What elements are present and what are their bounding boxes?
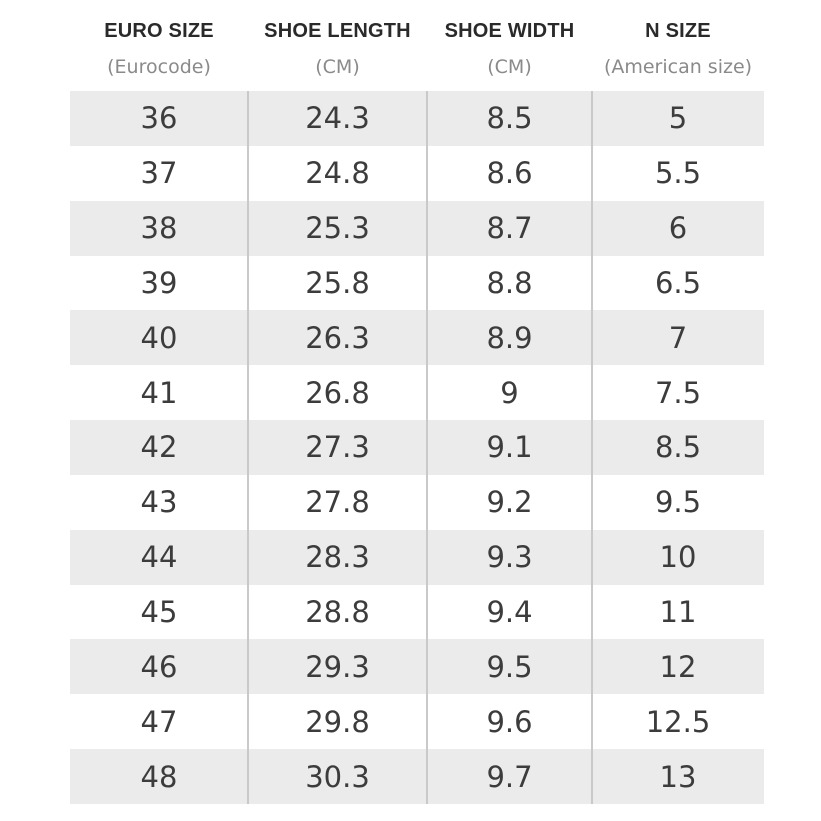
cell-n-size: 7.5 bbox=[654, 375, 702, 410]
cell-shoe-length: 28.8 bbox=[305, 595, 370, 630]
cell-shoe-length: 26.3 bbox=[305, 320, 370, 355]
cell-shoe-length: 29.8 bbox=[305, 704, 370, 739]
cell-n-size: 12.5 bbox=[645, 704, 711, 739]
cell-shoe-width: 9.6 bbox=[486, 704, 533, 739]
cell-shoe-width: 9.3 bbox=[486, 540, 533, 575]
header-euro-size: EURO SIZE (Eurocode) bbox=[70, 12, 248, 90]
column-divider bbox=[426, 91, 428, 804]
table-row: 37 24.8 8.6 5.5 bbox=[70, 146, 764, 201]
cell-n-size: 6.5 bbox=[654, 265, 702, 300]
table-row: 44 28.3 9.3 10 bbox=[70, 529, 764, 585]
cell-n-size: 11 bbox=[659, 595, 697, 630]
cell-shoe-length: 25.3 bbox=[305, 211, 370, 246]
cell-shoe-length: 26.8 bbox=[305, 375, 370, 410]
cell-shoe-width: 9.1 bbox=[486, 430, 533, 465]
cell-euro-size: 45 bbox=[140, 595, 178, 630]
header-title: EURO SIZE bbox=[104, 20, 214, 42]
header-title: N SIZE bbox=[645, 20, 711, 42]
cell-shoe-length: 28.3 bbox=[305, 540, 370, 575]
header-subtitle: (Eurocode) bbox=[107, 56, 211, 78]
cell-euro-size: 36 bbox=[140, 101, 178, 136]
cell-euro-size: 44 bbox=[140, 540, 178, 575]
cell-n-size: 9.5 bbox=[654, 485, 702, 520]
cell-n-size: 12 bbox=[659, 649, 697, 684]
cell-shoe-length: 24.3 bbox=[305, 101, 370, 136]
cell-shoe-width: 8.9 bbox=[486, 320, 533, 355]
cell-n-size: 6 bbox=[668, 211, 688, 246]
cell-euro-size: 43 bbox=[140, 485, 178, 520]
table-row: 48 30.3 9.7 13 bbox=[70, 749, 764, 804]
table-row: 43 27.8 9.2 9.5 bbox=[70, 475, 764, 530]
table-row: 39 25.8 8.8 6.5 bbox=[70, 256, 764, 311]
header-subtitle: (CM) bbox=[315, 56, 360, 78]
column-divider bbox=[591, 91, 593, 804]
cell-shoe-length: 27.8 bbox=[305, 485, 370, 520]
table-row: 40 26.3 8.9 7 bbox=[70, 310, 764, 366]
column-divider bbox=[247, 91, 249, 804]
table-row: 46 29.3 9.5 12 bbox=[70, 639, 764, 695]
cell-shoe-width: 8.7 bbox=[486, 211, 533, 246]
header-subtitle: (American size) bbox=[603, 56, 753, 78]
cell-shoe-length: 30.3 bbox=[305, 759, 370, 794]
cell-euro-size: 40 bbox=[140, 320, 178, 355]
cell-euro-size: 46 bbox=[140, 649, 178, 684]
header-shoe-width: SHOE WIDTH (CM) bbox=[427, 12, 592, 90]
cell-euro-size: 38 bbox=[140, 211, 178, 246]
header-subtitle: (CM) bbox=[487, 56, 532, 78]
cell-shoe-width: 8.8 bbox=[486, 265, 533, 300]
cell-n-size: 5 bbox=[668, 101, 688, 136]
cell-shoe-length: 29.3 bbox=[305, 649, 370, 684]
cell-n-size: 5.5 bbox=[654, 156, 702, 191]
table-row: 38 25.3 8.7 6 bbox=[70, 200, 764, 256]
table-row: 45 28.8 9.4 11 bbox=[70, 585, 764, 640]
cell-euro-size: 41 bbox=[140, 375, 178, 410]
header-n-size: N SIZE (American size) bbox=[592, 12, 764, 90]
table-row: 36 24.3 8.5 5 bbox=[70, 91, 764, 146]
cell-euro-size: 37 bbox=[140, 156, 178, 191]
table-row: 47 29.8 9.6 12.5 bbox=[70, 694, 764, 749]
cell-shoe-width: 8.5 bbox=[486, 101, 533, 136]
cell-euro-size: 48 bbox=[140, 759, 178, 794]
cell-n-size: 13 bbox=[659, 759, 697, 794]
cell-n-size: 10 bbox=[659, 540, 697, 575]
header-title: SHOE LENGTH bbox=[264, 20, 411, 42]
cell-euro-size: 47 bbox=[140, 704, 178, 739]
cell-euro-size: 39 bbox=[140, 265, 178, 300]
cell-shoe-length: 25.8 bbox=[305, 265, 370, 300]
cell-shoe-length: 27.3 bbox=[305, 430, 370, 465]
cell-euro-size: 42 bbox=[140, 430, 178, 465]
cell-shoe-width: 8.6 bbox=[486, 156, 533, 191]
size-chart-table: 36 24.3 8.5 5 37 24.8 8.6 5.5 38 25.3 8.7 6 39 25.8 8.… bbox=[70, 91, 764, 804]
cell-shoe-width: 9.5 bbox=[486, 649, 533, 684]
cell-shoe-width: 9.7 bbox=[486, 759, 533, 794]
cell-shoe-length: 24.8 bbox=[305, 156, 370, 191]
header-shoe-length: SHOE LENGTH (CM) bbox=[248, 12, 427, 90]
cell-shoe-width: 9.4 bbox=[486, 595, 533, 630]
cell-n-size: 7 bbox=[668, 320, 688, 355]
cell-n-size: 8.5 bbox=[654, 430, 702, 465]
cell-shoe-width: 9.2 bbox=[486, 485, 533, 520]
header-title: SHOE WIDTH bbox=[444, 20, 575, 42]
cell-shoe-width: 9 bbox=[500, 375, 519, 410]
table-row: 42 27.3 9.1 8.5 bbox=[70, 420, 764, 475]
size-chart-header: EURO SIZE (Eurocode) SHOE LENGTH (CM) SH… bbox=[70, 12, 764, 90]
table-row: 41 26.8 9 7.5 bbox=[70, 365, 764, 420]
